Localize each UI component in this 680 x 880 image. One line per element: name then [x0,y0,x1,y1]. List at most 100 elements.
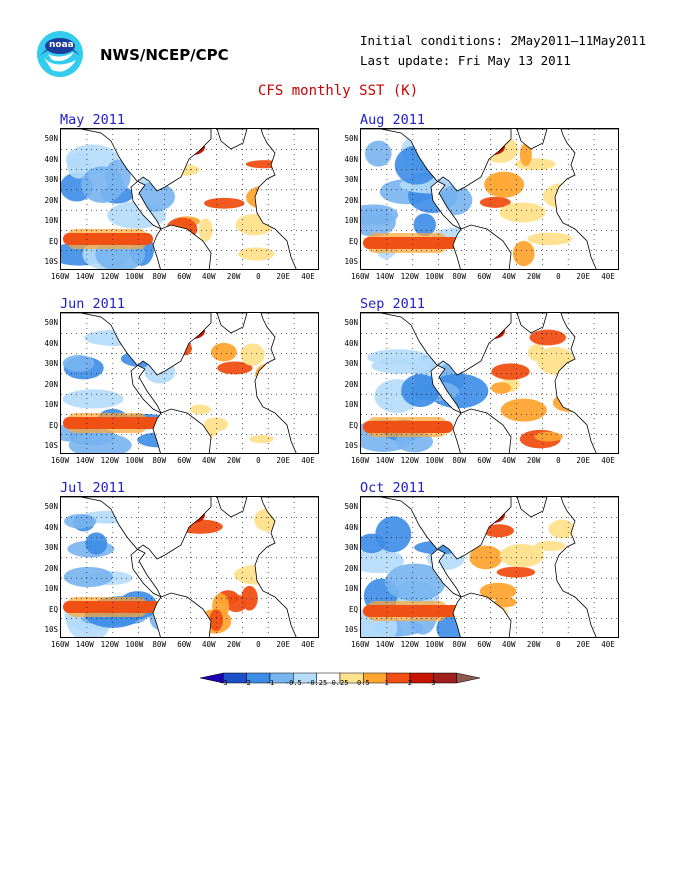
y-tick-label: 10N [344,216,358,225]
cool-anomaly [371,358,429,374]
x-tick-label: 40W [502,640,516,649]
y-tick-label: 10N [344,400,358,409]
warm-anomaly [249,434,274,444]
sst-anomaly-map [360,128,619,270]
x-tick-label: 60W [477,640,491,649]
land-mass [216,313,248,334]
warm-anomaly [499,202,546,223]
y-tick-label: 30N [344,543,358,552]
x-tick-label: 20W [526,640,541,649]
y-tick-label: EQ [48,420,58,430]
noaa-logo-icon [37,31,83,77]
land-mass [61,497,212,598]
map-canvas [361,497,618,637]
land-mass [554,497,618,637]
land-mass [152,592,212,637]
panel-title: Aug 2011 [360,112,426,128]
y-tick-label: 40N [44,338,58,348]
colorbar-label: 0.25 [331,679,349,687]
x-tick-label: 80W [452,640,466,649]
cool-anomaly [361,207,396,237]
warm-anomaly [491,363,530,380]
x-tick-label: 0 [556,456,561,465]
y-tick-label: 30N [44,359,58,368]
x-tick-label: 40W [202,272,216,281]
x-tick-label: 140W [375,456,394,465]
warm-anomaly [483,524,514,538]
warm-anomaly [534,431,563,442]
y-tick-label: EQ [48,604,58,614]
panel-title: Sep 2011 [360,296,426,312]
warm-anomaly [484,171,525,198]
y-tick-label: 10N [44,216,58,225]
x-tick-label: 120W [400,456,419,465]
warm-anomaly [527,232,573,246]
sst-anomaly-map [60,312,319,454]
page-title: CFS monthly SST (K) [258,83,419,99]
x-tick-label: 60W [477,456,491,465]
x-tick-label: 60W [477,272,491,281]
colorbar-label: 3 [431,679,436,687]
x-tick-label: 160W [350,640,370,649]
y-tick-label: 30N [344,359,358,368]
y-tick-label: 10N [44,400,58,409]
y-tick-label: 20N [344,379,358,389]
colorbar-swatch [409,672,434,684]
colorbar: -3 -2 -1 -0.5 -0.25 0.25 0.5 1 2 3 [199,670,481,700]
x-tick-label: 140W [375,272,394,281]
warm-anomaly [217,361,253,375]
equatorial-warm-band [63,601,161,613]
warm-anomaly [479,196,511,208]
noaa-logo: noaa [36,30,84,78]
y-tick-label: EQ [348,420,358,430]
sst-anomaly-map [60,496,319,638]
x-tick-label: 20W [526,456,541,465]
land-mass [361,129,512,230]
y-tick-label: 50N [44,502,58,511]
warm-anomaly [519,143,532,167]
equatorial-warm-band [363,237,461,249]
x-tick-label: 20E [276,456,290,465]
cool-anomaly [80,166,124,204]
land-mass [516,129,548,150]
cool-anomaly [64,513,97,529]
land-mass [361,313,512,414]
y-tick-label: 20N [344,195,358,205]
x-tick-label: 40W [502,456,516,465]
colorbar-swatches [199,672,481,684]
x-tick-label: 20W [226,272,241,281]
equatorial-warm-band [363,421,453,433]
x-tick-label: 100W [425,272,444,281]
x-tick-label: 120W [100,272,119,281]
map-canvas [61,129,318,269]
initial-conditions: Initial conditions: 2May2011–11May2011 [360,33,646,48]
x-tick-label: 20E [576,640,590,649]
x-tick-label: 20W [526,272,541,281]
x-tick-label: 0 [256,640,261,649]
x-tick-label: 40E [301,456,315,465]
colorbar-label: -0.5 [284,679,302,687]
y-tick-label: 50N [44,134,58,143]
warm-anomaly [500,398,547,422]
colorbar-label: 2 [407,679,413,687]
land-mass [554,313,618,453]
y-tick-label: 10S [344,441,358,450]
land-mass [216,129,248,150]
x-tick-label: 100W [125,272,144,281]
x-tick-label: 160W [350,272,370,281]
x-tick-label: 160W [50,456,70,465]
x-tick-label: 20W [226,456,241,465]
land-mass [152,224,212,269]
land-mass [361,497,512,598]
x-tick-label: 40E [601,640,615,649]
x-tick-label: 20E [276,272,290,281]
y-tick-label: 30N [344,175,358,184]
warm-anomaly [241,585,258,611]
map-canvas [361,129,618,269]
land-mass [452,408,512,453]
x-tick-label: 100W [425,640,444,649]
warm-anomaly [210,342,237,362]
x-tick-label: 160W [50,640,70,649]
x-tick-label: 140W [75,640,94,649]
colorbar-label: 0.5 [357,679,370,687]
